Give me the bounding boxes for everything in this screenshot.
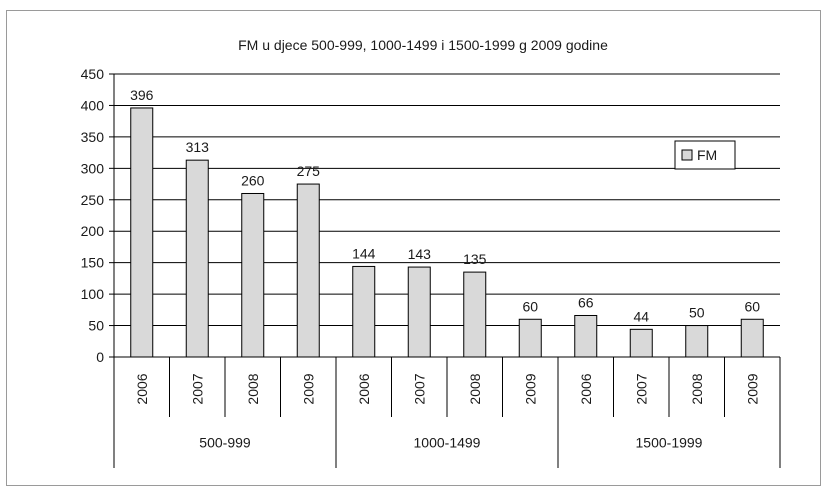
data-label: 50 [689, 305, 705, 321]
bar [352, 265, 376, 358]
bar [685, 325, 709, 358]
chart-title: FM u djece 500-999, 1000-1499 i 1500-199… [238, 37, 608, 53]
x-category-label: 2006 [134, 373, 150, 404]
y-tick-label: 300 [81, 160, 105, 176]
bar [130, 107, 154, 358]
x-category-label: 2007 [411, 373, 427, 404]
data-label: 313 [186, 139, 210, 155]
x-axis-categories: 2006 2007 2008 2009 2006 2007 2008 2009 2006 2007… [113, 357, 781, 468]
data-label: 60 [522, 298, 538, 314]
data-label: 44 [633, 308, 649, 324]
bar [629, 328, 653, 358]
data-label: 144 [352, 245, 376, 261]
x-category-label: 2008 [467, 373, 483, 404]
bar [296, 183, 320, 358]
y-tick-label: 250 [81, 192, 105, 208]
x-category-label: 2009 [744, 373, 760, 404]
bars [130, 107, 764, 358]
y-tick-label: 100 [81, 286, 105, 302]
x-group-label: 500-999 [199, 435, 251, 451]
bar [574, 314, 598, 358]
y-tick-label: 200 [81, 223, 105, 239]
x-category-label: 2007 [189, 373, 205, 404]
legend: FM [674, 140, 736, 170]
x-category-label: 2006 [578, 373, 594, 404]
y-tick-label: 400 [81, 97, 105, 113]
data-label: 260 [241, 172, 265, 188]
axes [113, 74, 780, 358]
data-label: 60 [744, 298, 760, 314]
data-label: 396 [130, 87, 154, 103]
bar [740, 318, 764, 358]
legend-swatch [681, 149, 693, 161]
x-category-label: 2008 [689, 373, 705, 404]
x-category-label: 2009 [300, 373, 316, 404]
bar [407, 266, 431, 358]
y-tick-label: 450 [81, 66, 105, 82]
x-group-label: 1000-1499 [414, 435, 481, 451]
y-axis-ticks: 0 50 100 150 200 250 300 350 400 450 [81, 66, 105, 365]
data-label: 66 [578, 294, 594, 310]
data-label: 135 [463, 251, 487, 267]
x-category-label: 2009 [522, 373, 538, 404]
data-labels: 396 313 260 275 144 143 135 60 66 44 50 60 [130, 87, 760, 324]
y-tick-label: 150 [81, 255, 105, 271]
x-category-label: 2006 [356, 373, 372, 404]
bar [241, 192, 265, 358]
bar [518, 318, 542, 358]
legend-label: FM [697, 147, 717, 163]
x-category-label: 2007 [633, 373, 649, 404]
bar [185, 159, 209, 358]
bar [463, 271, 487, 358]
data-label: 275 [297, 163, 321, 179]
y-tick-label: 50 [88, 318, 104, 334]
x-category-label: 2008 [245, 373, 261, 404]
data-label: 143 [408, 246, 432, 262]
y-tick-label: 0 [96, 349, 104, 365]
gridlines [109, 73, 780, 358]
y-tick-label: 350 [81, 129, 105, 145]
x-group-label: 1500-1999 [636, 435, 703, 451]
